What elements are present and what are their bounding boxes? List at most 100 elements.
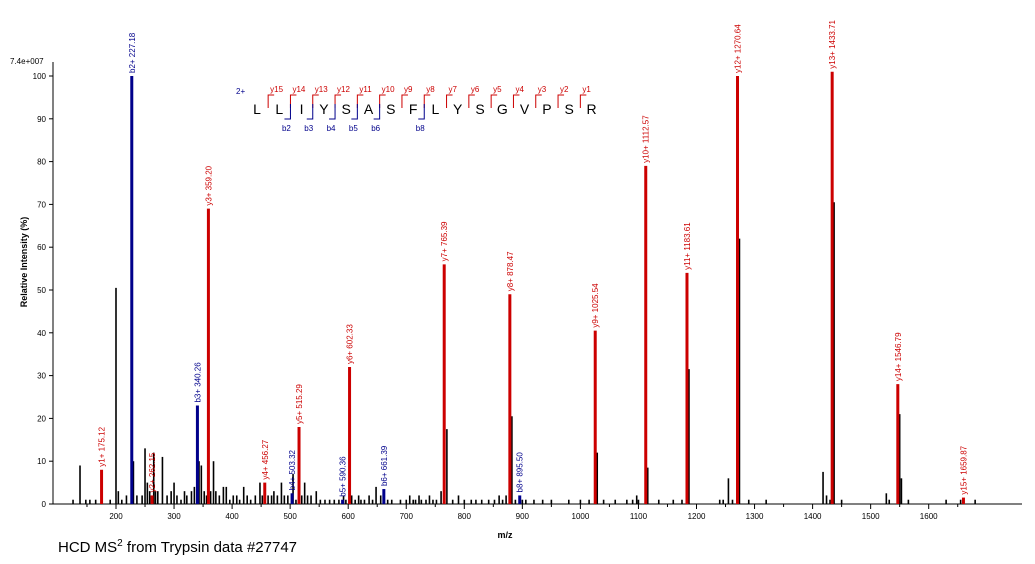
x-tick-label: 1600 bbox=[920, 512, 938, 521]
peak-label: y9+ 1025.54 bbox=[591, 283, 600, 328]
y-ion-label: y13 bbox=[315, 85, 328, 94]
peak-label: y10+ 1112.57 bbox=[642, 115, 651, 163]
y-tick-label: 90 bbox=[37, 115, 46, 124]
y-tick-label: 30 bbox=[37, 372, 46, 381]
y-ion-bracket bbox=[535, 94, 542, 108]
peak-label: b2+ 227.18 bbox=[128, 32, 137, 73]
y-ion-label: y2 bbox=[560, 85, 569, 94]
y-ion-bracket bbox=[379, 94, 386, 108]
y-axis-title: Relative Intensity (%) bbox=[19, 217, 29, 308]
y-tick-label: 40 bbox=[37, 329, 46, 338]
y-ion-label: y11 bbox=[359, 85, 372, 94]
sequence-residue: Y bbox=[453, 101, 463, 117]
y-ion-label: y4 bbox=[515, 85, 524, 94]
sequence-residue: G bbox=[497, 101, 508, 117]
y-ion-label: y3 bbox=[538, 85, 547, 94]
y-tick-label: 80 bbox=[37, 158, 46, 167]
y-ion-bracket bbox=[401, 94, 408, 108]
scale-label: 7.4e+007 bbox=[10, 57, 44, 66]
x-tick-label: 1500 bbox=[862, 512, 880, 521]
peak-label: y12+ 1270.64 bbox=[734, 24, 743, 73]
y-ion-bracket bbox=[334, 94, 342, 108]
x-tick-label: 1300 bbox=[746, 512, 764, 521]
y-ion-label: y8 bbox=[426, 85, 435, 94]
peak-label: y13+ 1433.71 bbox=[828, 19, 837, 68]
x-tick-label: 1000 bbox=[572, 512, 590, 521]
y-ion-bracket bbox=[423, 94, 431, 108]
y-ion-label: y12 bbox=[337, 85, 350, 94]
y-ion-label: y5 bbox=[493, 85, 502, 94]
y-ion-bracket bbox=[490, 94, 498, 108]
y-ion-label: y15 bbox=[270, 85, 283, 94]
peaks bbox=[72, 71, 976, 504]
sequence-residue: L bbox=[432, 101, 440, 117]
peak-label: y1+ 175.12 bbox=[98, 426, 107, 466]
sequence-residue: Y bbox=[319, 101, 329, 117]
peak-label: y11+ 1183.61 bbox=[683, 222, 692, 270]
y-ion-bracket bbox=[312, 94, 319, 108]
sequence-residue: I bbox=[300, 101, 304, 117]
x-tick-label: 600 bbox=[342, 512, 356, 521]
x-tick-label: 500 bbox=[283, 512, 297, 521]
y-tick-label: 50 bbox=[37, 286, 46, 295]
sequence-residue: R bbox=[586, 101, 596, 117]
y-tick-label: 0 bbox=[42, 500, 47, 509]
y-ion-bracket bbox=[356, 94, 364, 108]
peak-label: y5+ 515.29 bbox=[295, 384, 304, 424]
b-ion-bracket bbox=[418, 104, 425, 120]
figure-caption: HCD MS2 from Trypsin data #27747 bbox=[58, 538, 297, 556]
y-ion-bracket bbox=[512, 94, 520, 108]
charge-state: 2+ bbox=[236, 87, 245, 96]
peak-label: y6+ 602.33 bbox=[346, 324, 355, 364]
y-ion-label: y10 bbox=[382, 85, 395, 94]
x-tick-label: 800 bbox=[458, 512, 472, 521]
x-tick-label: 200 bbox=[109, 512, 123, 521]
sequence-residue: L bbox=[253, 101, 261, 117]
sequence-residue: A bbox=[364, 101, 374, 117]
x-tick-label: 1100 bbox=[630, 512, 648, 521]
b-ion-label: b6 bbox=[371, 124, 380, 133]
peak-label: y3+ 359.20 bbox=[204, 165, 213, 205]
y-ion-label: y9 bbox=[404, 85, 413, 94]
b-ion-bracket bbox=[306, 104, 314, 120]
y-ion-label: y6 bbox=[471, 85, 480, 94]
peak-label: y8+ 878.47 bbox=[506, 251, 515, 291]
x-tick-label: 700 bbox=[400, 512, 414, 521]
y-tick-label: 60 bbox=[37, 243, 46, 252]
y-ion-bracket bbox=[289, 94, 297, 108]
sequence-residue: S bbox=[565, 101, 574, 117]
b-ion-label: b4 bbox=[327, 124, 336, 133]
peak-label: y2+ 262.15 bbox=[148, 452, 157, 492]
axes: 0 10 20 30 40 50 60 70 80 90 100 200 300 400 500 600 700… bbox=[33, 62, 1022, 521]
y-tick-label: 70 bbox=[37, 200, 46, 209]
caption-prefix: HCD MS bbox=[58, 539, 118, 556]
b-ion-bracket bbox=[329, 104, 336, 120]
sequence-residue: P bbox=[542, 101, 551, 117]
x-tick-label: 1400 bbox=[804, 512, 822, 521]
y-tick-label: 100 bbox=[33, 72, 47, 81]
b-ion-label: b8 bbox=[416, 124, 425, 133]
y-ion-label: y1 bbox=[582, 85, 591, 94]
peak-label: b6+ 661.39 bbox=[380, 445, 389, 486]
x-axis-title: m/z bbox=[497, 530, 513, 540]
sequence-residue: S bbox=[475, 101, 484, 117]
peak-label: y14+ 1546.79 bbox=[894, 332, 903, 381]
b-ion-label: b3 bbox=[304, 124, 313, 133]
b-ion-bracket bbox=[373, 104, 381, 120]
peak-label: b5+ 590.36 bbox=[339, 456, 348, 497]
sequence-residue: F bbox=[409, 101, 418, 117]
x-tick-label: 900 bbox=[516, 512, 530, 521]
b-ion-bracket bbox=[351, 104, 358, 120]
sequence-residue: S bbox=[342, 101, 351, 117]
y-tick-label: 10 bbox=[37, 457, 46, 466]
y-ion-label: y14 bbox=[292, 85, 305, 94]
peak-label: y4+ 456.27 bbox=[261, 439, 270, 479]
y-ion-bracket bbox=[557, 94, 565, 108]
caption-superscript: 2 bbox=[117, 538, 123, 549]
b-ion-label: b5 bbox=[349, 124, 358, 133]
caption-suffix: from Trypsin data #27747 bbox=[122, 539, 297, 556]
peak-label: y7+ 765.39 bbox=[440, 221, 449, 261]
sequence-residue: S bbox=[386, 101, 395, 117]
y-ion-bracket bbox=[267, 94, 275, 108]
